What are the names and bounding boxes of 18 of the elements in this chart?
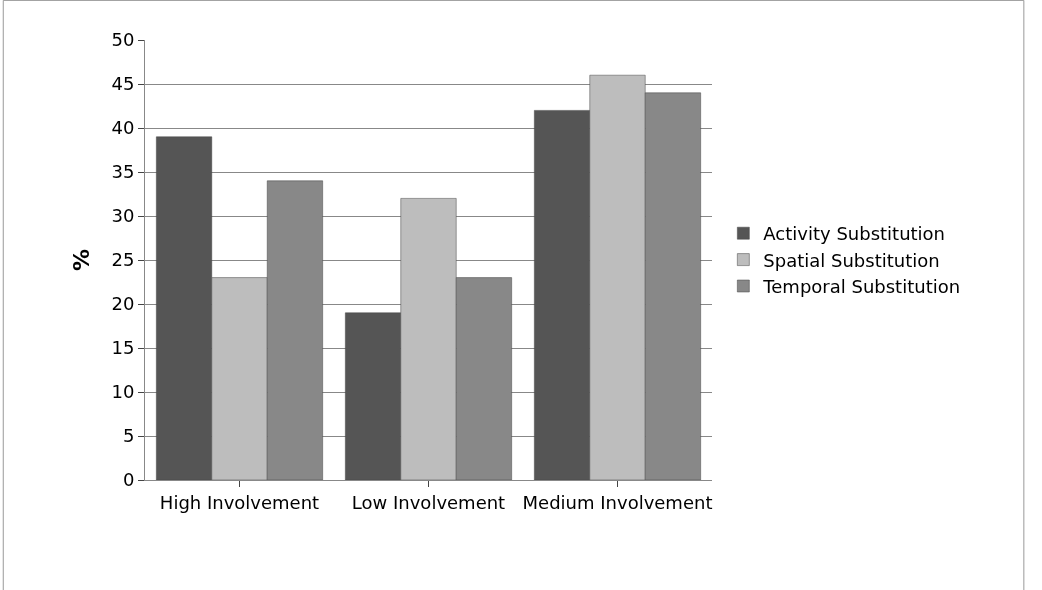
y-tick-label: 35 <box>111 161 135 183</box>
legend-label: Temporal Substitution <box>762 276 961 298</box>
x-tick-label: Low Involvement <box>351 491 506 513</box>
y-tick-label: 25 <box>111 249 135 271</box>
legend-label: Spatial Substitution <box>763 249 940 271</box>
y-tick-label: 30 <box>111 205 135 227</box>
legend-label: Activity Substitution <box>763 223 946 245</box>
y-tick-label: 0 <box>122 469 135 491</box>
y-tick-label: 10 <box>111 381 135 403</box>
y-tick-label: 45 <box>111 73 135 95</box>
y-axis-title: % <box>69 248 95 272</box>
x-tick-label: Medium Involvement <box>522 491 713 513</box>
y-tick-label: 15 <box>111 337 135 359</box>
y-tick-label: 50 <box>111 29 135 51</box>
y-tick-label: 5 <box>122 425 135 447</box>
x-tick-label: High Involvement <box>159 491 320 513</box>
y-tick-label: 40 <box>111 117 135 139</box>
y-tick-label: 20 <box>111 293 135 315</box>
